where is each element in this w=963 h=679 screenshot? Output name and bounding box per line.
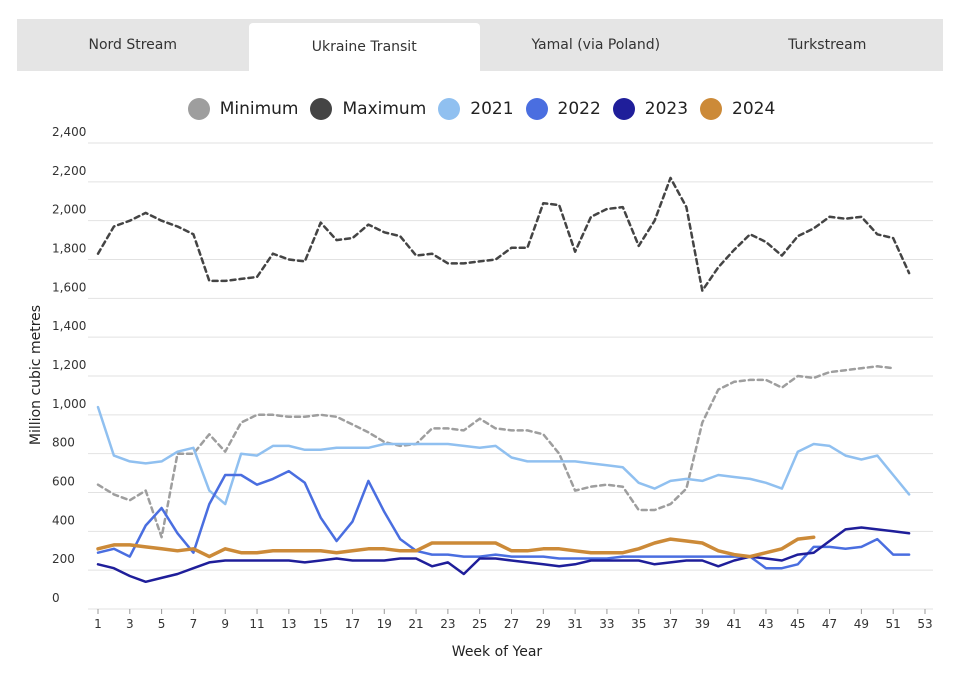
x-tick-label: 27	[504, 617, 519, 631]
x-tick-label: 17	[345, 617, 360, 631]
x-tick-label: 11	[249, 617, 264, 631]
grid-lines	[88, 142, 933, 610]
legend-swatch-2023	[612, 98, 635, 120]
series-lines	[96, 176, 911, 584]
x-tick-label: 51	[886, 617, 901, 631]
series-line-maximum	[96, 176, 911, 292]
legend-swatch-2022	[525, 98, 548, 120]
x-tick-label: 25	[472, 617, 487, 631]
x-tick-label: 23	[440, 617, 455, 631]
x-tick-label: 29	[536, 617, 551, 631]
x-tick-label: 5	[158, 617, 166, 631]
y-tick-label: 2,400	[52, 125, 86, 139]
x-tick-label: 3	[126, 617, 134, 631]
x-tick-label: 39	[695, 617, 710, 631]
legend-item-minimum[interactable]: Minimum	[187, 98, 299, 120]
y-tick-label: 1,400	[52, 319, 86, 333]
y-axis-ticks: 0 200 400 600 800 1,000 1,200 1,400 1,600 1,800 2,…	[52, 125, 86, 605]
tab-nord-stream[interactable]: Nord Stream	[88, 37, 178, 53]
x-tick-label: 37	[663, 617, 678, 631]
y-tick-label: 0	[52, 591, 60, 605]
series-line-2023	[96, 526, 911, 584]
y-tick-label: 200	[52, 552, 75, 566]
legend-label-2023: 2023	[644, 99, 689, 119]
x-tick-label: 7	[190, 617, 198, 631]
pipeline-tabs: Nord Stream Ukraine Transit Yamal (via P…	[17, 19, 943, 71]
legend-label-2022: 2022	[557, 99, 601, 119]
series-line-2024	[96, 535, 816, 559]
tab-turkstream[interactable]: Turkstream	[788, 37, 867, 53]
series-line-2022	[96, 469, 911, 570]
legend-swatch-2024	[700, 98, 723, 120]
legend-label-maximum: Maximum	[342, 99, 427, 119]
x-tick-label: 41	[727, 617, 742, 631]
y-tick-label: 1,600	[52, 280, 86, 294]
legend-label-2024: 2024	[732, 99, 776, 119]
y-tick-label: 400	[52, 513, 75, 527]
legend-swatch-minimum	[187, 98, 210, 120]
legend-item-2023[interactable]: 2023	[612, 98, 689, 120]
x-axis-ticks: 1 3 5 7 9 11 13 15 17 19 21 23 25 27 29 31 33 35 37 39 41 43 4…	[94, 609, 933, 631]
legend-item-2022[interactable]: 2022	[525, 98, 601, 120]
y-tick-label: 1,000	[52, 397, 86, 411]
legend-item-2024[interactable]: 2024	[700, 98, 775, 120]
x-tick-label: 21	[408, 617, 423, 631]
x-tick-label: 35	[631, 617, 646, 631]
x-tick-label: 45	[790, 617, 805, 631]
y-tick-label: 2,000	[52, 203, 86, 217]
chart-legend: Minimum Maximum 2021 2022 2023 2024	[0, 98, 963, 120]
x-tick-label: 47	[822, 617, 837, 631]
legend-label-minimum: Minimum	[219, 99, 299, 119]
x-tick-label: 49	[854, 617, 869, 631]
x-tick-label: 33	[599, 617, 614, 631]
x-tick-label: 53	[917, 617, 932, 631]
x-tick-label: 13	[281, 617, 296, 631]
legend-item-maximum[interactable]: Maximum	[310, 98, 426, 120]
x-tick-label: 1	[94, 617, 102, 631]
tab-yamal[interactable]: Yamal (via Poland)	[531, 37, 661, 53]
x-axis-title: Week of Year	[452, 644, 543, 660]
tab-ukraine-transit[interactable]: Ukraine Transit	[248, 23, 480, 71]
legend-swatch-maximum	[310, 98, 333, 120]
x-tick-label: 19	[377, 617, 392, 631]
y-tick-label: 800	[52, 436, 75, 450]
y-axis-title: Million cubic metres	[28, 305, 44, 445]
legend-label-2021: 2021	[470, 99, 514, 119]
series-line-minimum	[96, 365, 895, 539]
y-tick-label: 1,800	[52, 242, 86, 256]
series-line-2021	[96, 405, 911, 506]
y-tick-label: 600	[52, 475, 75, 489]
x-tick-label: 43	[758, 617, 773, 631]
y-tick-label: 1,200	[52, 358, 86, 372]
legend-swatch-2021	[438, 98, 461, 120]
y-tick-label: 2,200	[52, 164, 86, 178]
x-tick-label: 31	[567, 617, 582, 631]
x-tick-label: 15	[313, 617, 328, 631]
x-tick-label: 9	[221, 617, 229, 631]
legend-item-2021[interactable]: 2021	[438, 98, 514, 120]
